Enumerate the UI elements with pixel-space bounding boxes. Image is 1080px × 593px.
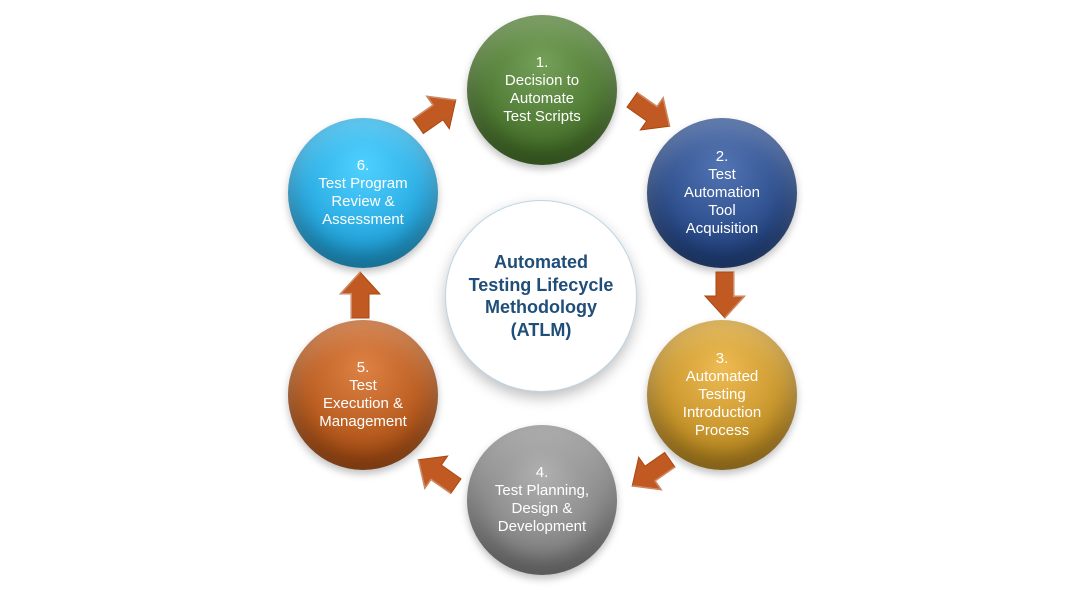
cycle-node-3: 3.AutomatedTestingIntroductionProcess: [647, 320, 797, 470]
center-title: AutomatedTesting LifecycleMethodology(AT…: [469, 251, 614, 341]
atlm-cycle-diagram: { "diagram": { "type": "cycle", "backgro…: [0, 0, 1080, 593]
cycle-node-3-label: 3.AutomatedTestingIntroductionProcess: [675, 350, 769, 440]
arrow-2-to-3: [702, 270, 748, 320]
cycle-node-1: 1.Decision toAutomateTest Scripts: [467, 15, 617, 165]
arrow-6-to-1: [403, 80, 470, 146]
cycle-node-2-label: 2.TestAutomationToolAcquisition: [676, 148, 768, 238]
center-circle: AutomatedTesting LifecycleMethodology(AT…: [445, 200, 637, 392]
cycle-node-6-label: 6.Test ProgramReview &Assessment: [310, 157, 415, 229]
cycle-node-5-label: 5.TestExecution &Management: [311, 359, 415, 431]
cycle-node-5: 5.TestExecution &Management: [288, 320, 438, 470]
cycle-node-1-label: 1.Decision toAutomateTest Scripts: [495, 54, 589, 126]
cycle-node-4-label: 4.Test Planning,Design &Development: [487, 464, 597, 536]
cycle-node-4: 4.Test Planning,Design &Development: [467, 425, 617, 575]
cycle-node-6: 6.Test ProgramReview &Assessment: [288, 118, 438, 268]
arrow-5-to-6: [337, 270, 383, 320]
cycle-node-2: 2.TestAutomationToolAcquisition: [647, 118, 797, 268]
